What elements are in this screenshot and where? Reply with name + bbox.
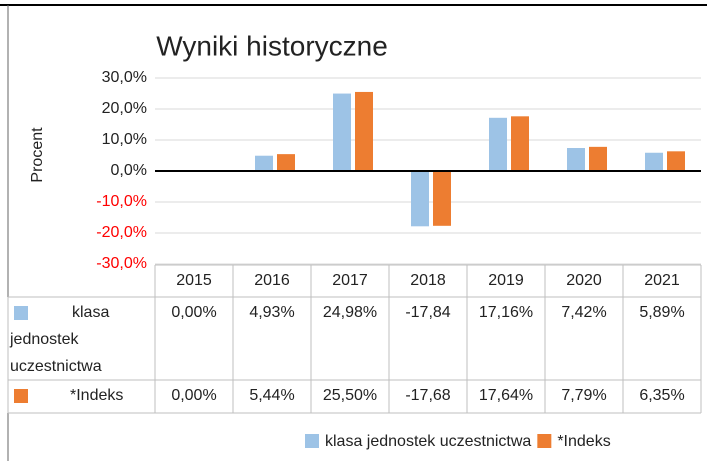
table-value: 17,64% [478, 387, 534, 404]
table-legend-key [14, 306, 28, 320]
bar [489, 117, 507, 171]
table-header: 2019 [488, 272, 524, 289]
table-legend-key [14, 389, 28, 403]
table-header: 2016 [254, 272, 290, 289]
y-tick-label: -10,0% [96, 193, 147, 210]
bar [645, 152, 663, 171]
legend-label: klasa jednostek uczestnictwa [325, 433, 531, 450]
table-row-label: *Indeks [70, 387, 124, 404]
table-value: 6,35% [639, 387, 685, 404]
table-value: 4,93% [249, 304, 295, 321]
table-header: 2020 [566, 272, 602, 289]
bar [333, 93, 351, 171]
table-header: 2015 [176, 272, 212, 289]
legend-key [537, 434, 552, 448]
y-tick-label: -30,0% [96, 255, 147, 272]
table-value: 5,44% [249, 387, 295, 404]
table-header: 2021 [644, 272, 680, 289]
y-tick-label: 20,0% [102, 100, 147, 117]
table-value: 7,79% [561, 387, 607, 404]
bar [511, 116, 529, 171]
y-tick-label: 10,0% [102, 131, 147, 148]
y-tick-label: 0,0% [111, 162, 147, 179]
legend-key [305, 434, 319, 448]
bar [355, 91, 373, 171]
y-tick-label: 30,0% [102, 69, 147, 86]
table-value: 0,00% [171, 387, 217, 404]
table-value: 5,89% [639, 304, 685, 321]
bar [589, 146, 607, 171]
table-value: 25,50% [322, 387, 378, 404]
y-tick-label: -20,0% [96, 224, 147, 241]
table-value: 24,98% [322, 304, 378, 321]
legend-label: *Indeks [557, 433, 610, 450]
table-value: 17,16% [478, 304, 534, 321]
bar [255, 155, 273, 171]
bar [567, 147, 585, 171]
table-row-label: klasa jednostek uczestnictwa [10, 304, 110, 375]
bar [433, 171, 451, 226]
table-value: -17,68 [405, 387, 451, 404]
table-value: 7,42% [561, 304, 607, 321]
bar [277, 154, 295, 171]
bar [411, 171, 429, 227]
table-value: 0,00% [171, 304, 217, 321]
chart-title: Wyniki historyczne [156, 30, 388, 61]
table-value: -17,84 [405, 304, 451, 321]
bar [667, 151, 685, 171]
y-axis-label: Procent [29, 127, 46, 183]
table-header: 2017 [332, 272, 368, 289]
table-header: 2018 [410, 272, 446, 289]
